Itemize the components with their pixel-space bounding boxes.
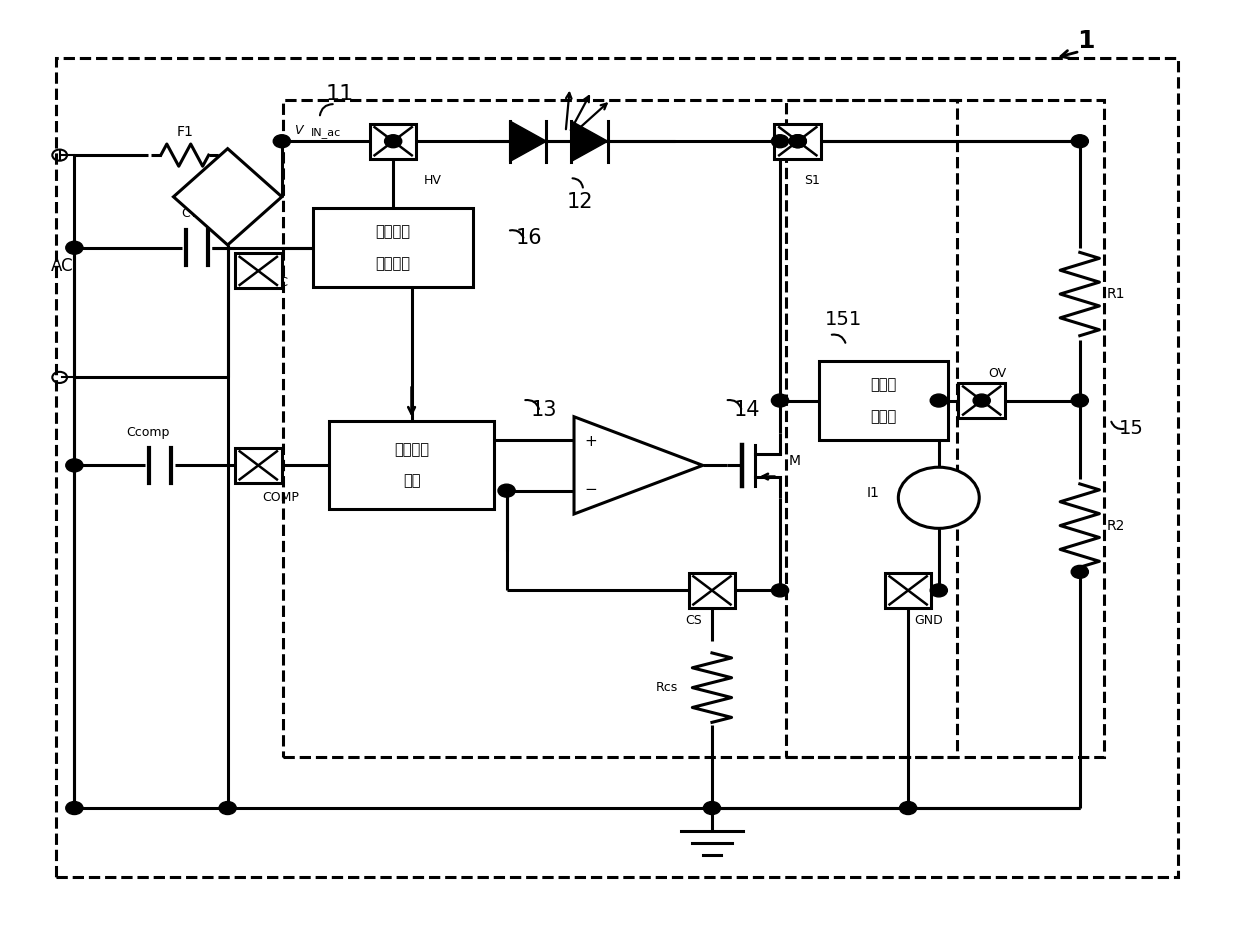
Polygon shape [510,121,547,162]
Text: HV: HV [424,174,441,187]
Text: 工作电压: 工作电压 [376,225,410,240]
Text: 12: 12 [567,192,593,212]
Text: 1: 1 [1078,29,1095,54]
Circle shape [789,134,806,148]
Circle shape [771,584,789,597]
Circle shape [384,134,402,148]
Circle shape [898,467,980,528]
Text: Rcs: Rcs [656,682,677,694]
Text: R1: R1 [1107,287,1125,301]
Bar [236,253,281,289]
Text: CS: CS [686,614,702,627]
Bar [885,572,931,608]
Polygon shape [574,416,703,514]
Text: 13: 13 [531,400,558,420]
Bar [370,124,417,159]
Circle shape [273,134,290,148]
Bar [283,100,957,757]
Bar [314,209,472,287]
Circle shape [66,802,83,815]
Text: 产生电路: 产生电路 [376,256,410,271]
Bar [959,383,1004,418]
Circle shape [771,394,789,407]
Polygon shape [570,121,608,162]
Circle shape [1071,134,1089,148]
Text: GND: GND [914,614,942,627]
Circle shape [1071,565,1089,578]
Circle shape [1071,394,1089,407]
Circle shape [930,394,947,407]
Text: −: − [585,482,598,497]
Circle shape [930,584,947,597]
Text: 过压检: 过压检 [870,377,897,392]
Text: COMP: COMP [262,492,299,504]
Text: Ccomp: Ccomp [126,427,170,439]
Circle shape [66,242,83,254]
Text: 15: 15 [1118,419,1145,438]
Polygon shape [174,149,281,245]
Circle shape [498,484,515,497]
Bar [236,447,281,483]
Bar [820,361,949,440]
Text: I1: I1 [867,486,880,500]
Circle shape [789,134,806,148]
Text: S1: S1 [804,174,820,187]
Text: CVcc: CVcc [181,207,212,220]
Text: AC: AC [51,258,73,275]
Circle shape [703,802,720,815]
Bar [56,58,1178,877]
Text: 151: 151 [826,310,863,329]
Text: 测单元: 测单元 [870,409,897,424]
Circle shape [771,134,789,148]
Text: OV: OV [988,368,1006,380]
Bar [688,572,735,608]
Text: 16: 16 [516,228,542,248]
Circle shape [973,394,991,407]
Text: VCC: VCC [263,275,289,289]
Text: M: M [789,454,801,468]
Circle shape [219,802,237,815]
Text: 14: 14 [733,400,760,420]
Text: R2: R2 [1107,519,1125,533]
Text: +: + [585,433,598,448]
Bar [329,421,495,509]
Text: 电流控制: 电流控制 [394,442,429,457]
Circle shape [899,802,916,815]
Circle shape [66,459,83,472]
Text: IN_ac: IN_ac [311,128,341,138]
Bar [775,124,821,159]
Text: F1: F1 [176,125,193,139]
Text: 11: 11 [326,85,353,104]
Bar [785,100,1105,757]
Text: V: V [294,123,303,136]
Text: 模块: 模块 [403,474,420,489]
